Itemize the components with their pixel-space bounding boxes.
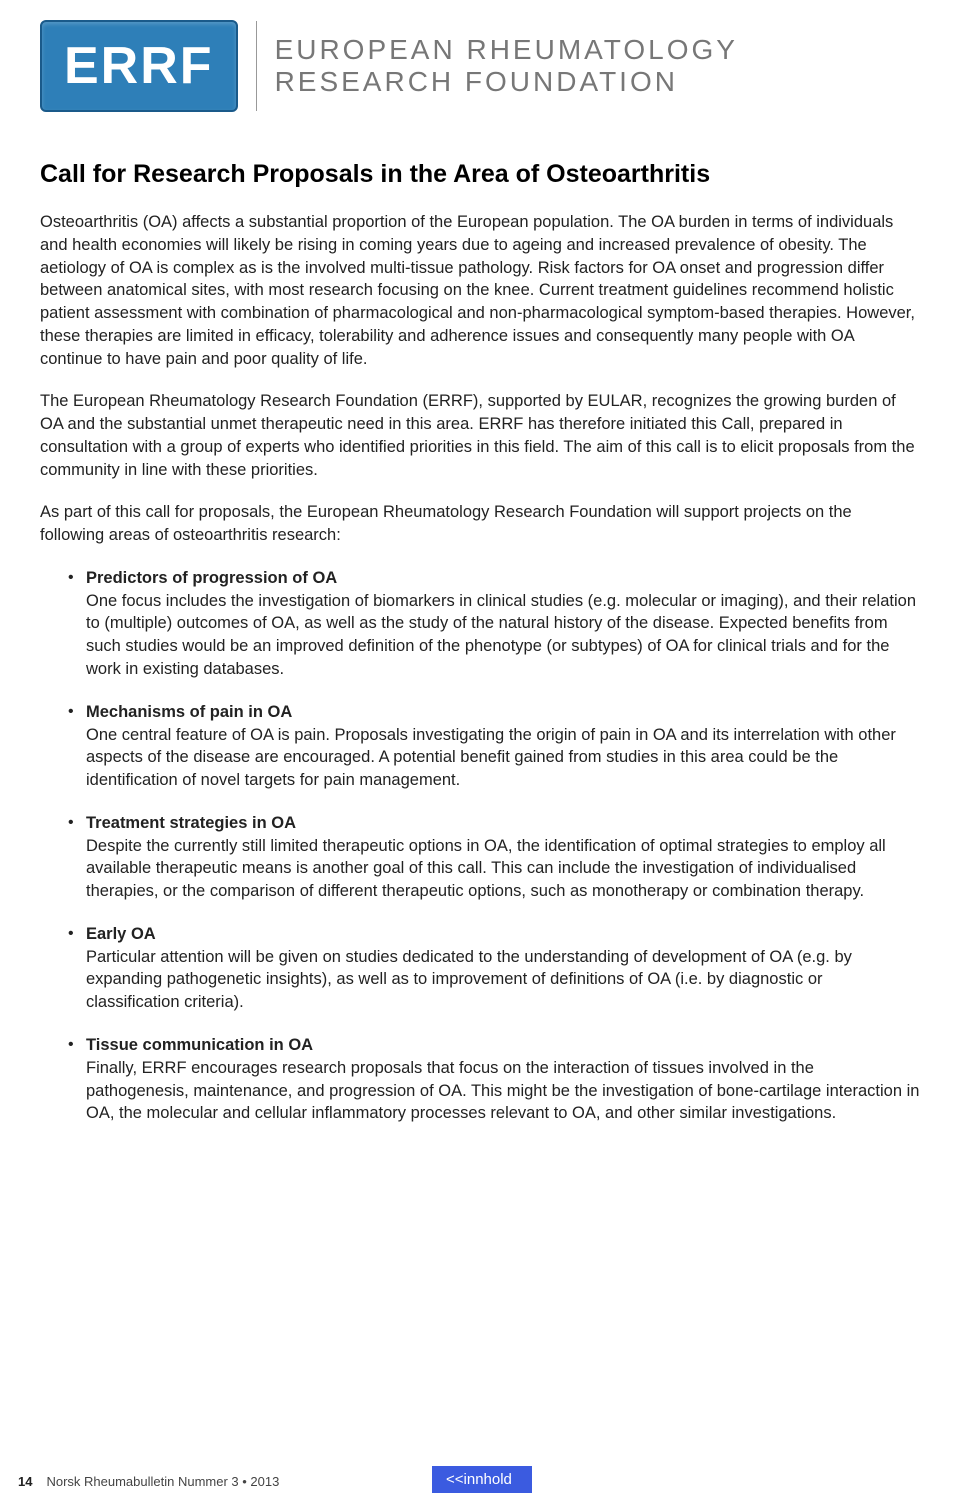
topic-item: Treatment strategies in OA Despite the c… <box>68 812 920 903</box>
topic-item: Early OA Particular attention will be gi… <box>68 923 920 1014</box>
topics-list: Predictors of progression of OA One focu… <box>40 567 920 1125</box>
intro-paragraph-2: The European Rheumatology Research Found… <box>40 390 920 481</box>
topic-body: One central feature of OA is pain. Propo… <box>86 726 896 790</box>
topic-body: Despite the currently still limited ther… <box>86 837 886 901</box>
intro-paragraph-3: As part of this call for proposals, the … <box>40 501 920 547</box>
logo-line-1: EUROPEAN RHEUMATOLOGY <box>275 34 738 65</box>
logo-divider <box>256 21 257 111</box>
topic-item: Mechanisms of pain in OA One central fea… <box>68 701 920 792</box>
publication-name: Norsk Rheumabulletin Nummer 3 • 2013 <box>46 1474 279 1489</box>
intro-paragraph-1: Osteoarthritis (OA) affects a substantia… <box>40 211 920 370</box>
page-title: Call for Research Proposals in the Area … <box>40 160 920 189</box>
topic-title: Tissue communication in OA <box>86 1034 920 1057</box>
topic-title: Early OA <box>86 923 920 946</box>
topic-body: Particular attention will be given on st… <box>86 948 852 1012</box>
logo-full-text: EUROPEAN RHEUMATOLOGY RESEARCH FOUNDATIO… <box>275 34 738 98</box>
topic-item: Tissue communication in OA Finally, ERRF… <box>68 1034 920 1125</box>
body-text: Osteoarthritis (OA) affects a substantia… <box>40 211 920 1125</box>
topic-body: Finally, ERRF encourages research propos… <box>86 1059 919 1123</box>
topic-item: Predictors of progression of OA One focu… <box>68 567 920 681</box>
page-number: 14 <box>18 1474 32 1489</box>
topic-title: Treatment strategies in OA <box>86 812 920 835</box>
page-footer: 14 Norsk Rheumabulletin Nummer 3 • 2013 … <box>18 1474 960 1489</box>
topic-title: Mechanisms of pain in OA <box>86 701 920 724</box>
innhold-button[interactable]: <<innhold <box>432 1466 532 1493</box>
logo-header: ERRF EUROPEAN RHEUMATOLOGY RESEARCH FOUN… <box>40 20 920 112</box>
logo-abbrev-box: ERRF <box>40 20 238 112</box>
topic-title: Predictors of progression of OA <box>86 567 920 590</box>
logo-line-2: RESEARCH FOUNDATION <box>275 66 678 97</box>
topic-body: One focus includes the investigation of … <box>86 592 916 678</box>
